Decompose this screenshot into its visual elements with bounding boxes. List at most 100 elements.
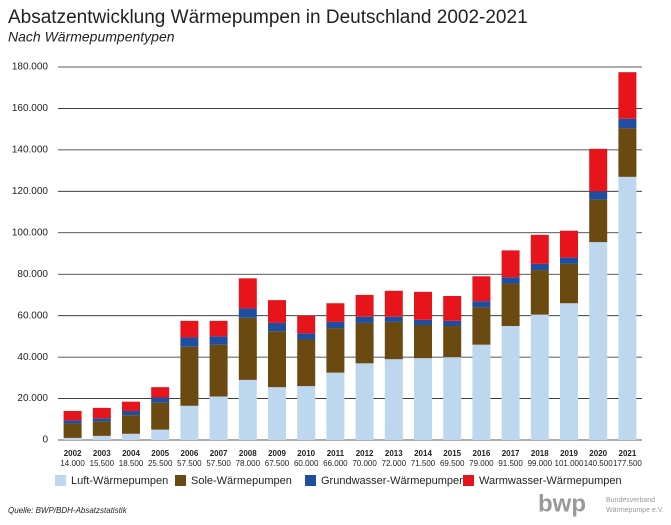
bar-segment bbox=[326, 321, 345, 329]
bar-segment bbox=[122, 415, 140, 434]
bar-segment bbox=[209, 336, 228, 345]
x-tick-label: 2005 bbox=[151, 449, 169, 458]
total-label: 79.000 bbox=[469, 459, 494, 468]
bar-segment bbox=[443, 295, 462, 321]
x-tick-label: 2019 bbox=[560, 449, 578, 458]
total-label: 78.000 bbox=[236, 459, 261, 468]
y-tick-label: 80.000 bbox=[17, 269, 48, 280]
bar-segment bbox=[238, 278, 257, 309]
bar-segment bbox=[122, 410, 140, 416]
bar-segment bbox=[122, 401, 140, 411]
bar-segment bbox=[414, 324, 432, 359]
bar-segment bbox=[355, 363, 374, 440]
chart-subtitle: Nach Wärmepumpentypen bbox=[8, 29, 175, 45]
y-tick-label: 180.000 bbox=[12, 62, 49, 73]
x-tick-label: 2012 bbox=[356, 449, 374, 458]
bar-segment bbox=[530, 234, 549, 264]
bar-segment bbox=[326, 328, 345, 373]
bar-segment bbox=[589, 199, 608, 243]
bar-segment bbox=[560, 257, 578, 264]
bar-segment bbox=[63, 437, 82, 440]
source: Quelle: BWP/BDH-Absatzstatistik bbox=[8, 506, 128, 515]
bar-segment bbox=[326, 372, 345, 440]
bar-segment bbox=[180, 346, 199, 406]
bar-segment bbox=[238, 379, 257, 440]
x-tick-label: 2021 bbox=[619, 449, 637, 458]
bar-segment bbox=[589, 148, 608, 192]
bar-segment bbox=[501, 250, 520, 278]
bar-segment bbox=[92, 435, 111, 440]
bar-segment bbox=[384, 290, 403, 317]
bar-segment bbox=[618, 176, 637, 441]
x-tick-label: 2002 bbox=[64, 449, 82, 458]
bar-segment bbox=[560, 230, 578, 258]
bar-segment bbox=[355, 294, 374, 317]
bar-segment bbox=[297, 333, 316, 340]
bar-segment bbox=[414, 358, 432, 440]
total-label: 72.000 bbox=[382, 459, 407, 468]
x-tick-label: 2006 bbox=[181, 449, 199, 458]
total-label: 15.500 bbox=[90, 459, 115, 468]
total-label: 67.500 bbox=[265, 459, 290, 468]
bar-segment bbox=[122, 433, 140, 440]
bar-segment bbox=[209, 320, 228, 337]
bar-segment bbox=[443, 326, 462, 358]
legend-swatch bbox=[175, 475, 186, 486]
bar-segment bbox=[618, 128, 637, 177]
bar-segment bbox=[209, 396, 228, 440]
y-tick-label: 140.000 bbox=[12, 145, 49, 156]
x-tick-label: 2015 bbox=[443, 449, 461, 458]
legend-swatch bbox=[55, 475, 66, 486]
bar-segment bbox=[63, 410, 82, 421]
bar-segment bbox=[618, 72, 637, 119]
x-tick-label: 2004 bbox=[122, 449, 140, 458]
bar-segment bbox=[443, 320, 462, 327]
bar-segment bbox=[472, 307, 491, 345]
x-tick-label: 2014 bbox=[414, 449, 432, 458]
x-tick-label: 2009 bbox=[268, 449, 286, 458]
logo: bwp bbox=[538, 490, 586, 517]
bar-segment bbox=[472, 344, 491, 440]
total-label: 177.500 bbox=[613, 459, 642, 468]
y-tick-label: 100.000 bbox=[12, 227, 49, 238]
bar-segment bbox=[501, 283, 520, 327]
legend-swatch bbox=[305, 475, 316, 486]
bar-segment bbox=[151, 387, 170, 398]
bar-segment bbox=[589, 191, 608, 200]
total-label: 99.000 bbox=[528, 459, 553, 468]
bar-segment bbox=[326, 303, 345, 322]
total-label: 60.000 bbox=[294, 459, 319, 468]
bar-segment bbox=[472, 301, 491, 308]
legend-label: Sole-Wärmepumpen bbox=[191, 475, 292, 487]
bar-segment bbox=[268, 387, 286, 440]
bar-segment bbox=[151, 402, 170, 430]
total-label: 57.500 bbox=[177, 459, 202, 468]
logo-subtitle: Wärmepumpe e.V. bbox=[606, 507, 664, 514]
bar-segment bbox=[589, 242, 608, 440]
x-tick-label: 2013 bbox=[385, 449, 403, 458]
bar-segment bbox=[63, 423, 82, 438]
x-tick-label: 2010 bbox=[297, 449, 315, 458]
legend-label: Warmwasser-Wärmepumpen bbox=[479, 475, 622, 487]
x-tick-label: 2003 bbox=[93, 449, 111, 458]
total-label: 25.500 bbox=[148, 459, 173, 468]
x-tick-label: 2018 bbox=[531, 449, 549, 458]
bar-segment bbox=[92, 418, 111, 422]
bar-segment bbox=[384, 321, 403, 360]
x-tick-label: 2007 bbox=[210, 449, 228, 458]
legend-label: Luft-Wärmepumpen bbox=[71, 475, 168, 487]
x-tick-label: 2008 bbox=[239, 449, 257, 458]
bar-segment bbox=[530, 270, 549, 315]
bar-segment bbox=[92, 407, 111, 419]
bar-segment bbox=[297, 386, 316, 440]
bar-segment bbox=[560, 303, 578, 440]
total-label: 71.500 bbox=[411, 459, 436, 468]
y-tick-label: 60.000 bbox=[17, 310, 48, 321]
bar-segment bbox=[151, 429, 170, 440]
bar-segment bbox=[501, 326, 520, 440]
total-label: 70.000 bbox=[352, 459, 377, 468]
y-tick-label: 120.000 bbox=[12, 186, 49, 197]
x-tick-label: 2017 bbox=[502, 449, 520, 458]
bar-segment bbox=[63, 420, 82, 424]
